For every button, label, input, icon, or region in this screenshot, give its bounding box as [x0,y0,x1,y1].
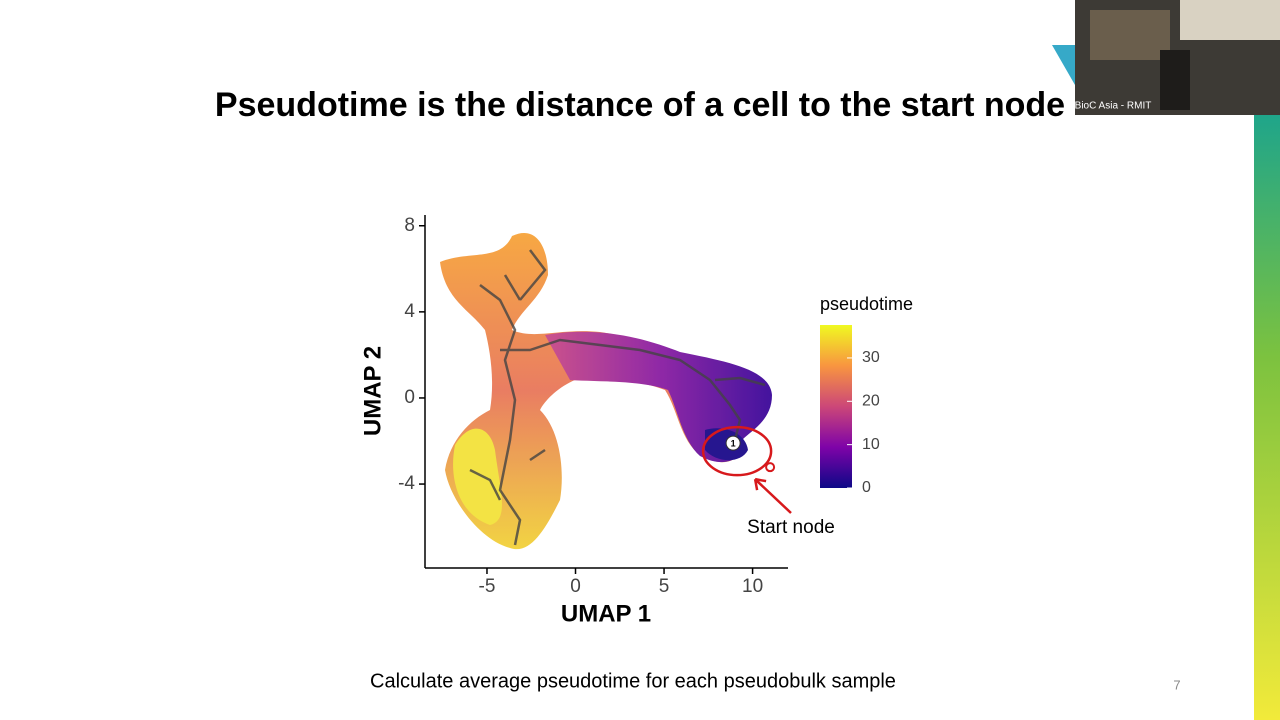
plot-axes [424,215,788,569]
cell-cloud [440,232,772,550]
start-node-highlight [701,425,773,477]
cursor-dot [765,462,776,473]
colorbar-tick-label: 30 [862,349,880,366]
x-tick-label: -5 [479,576,496,597]
y-tick-label: 0 [404,387,415,408]
y-axis-label: UMAP 2 [359,346,386,436]
colorbar-tick-label: 0 [862,479,871,496]
colorbar-title: pseudotime [820,294,913,314]
y-tick-label: -4 [398,473,415,494]
colorbar-tick-label: 20 [862,393,880,410]
colorbar [820,325,852,488]
annotation: Start node [747,517,835,538]
y-tick-label: 4 [404,301,415,322]
slide-title: Pseudotime is the distance of a cell to … [215,86,1065,124]
colorbar-tick-label: 10 [862,436,880,453]
page-number: 7 [1173,677,1180,692]
x-axis-label: UMAP 1 [561,600,651,627]
video-overlay: BioC Asia - RMIT [1075,0,1280,115]
slide-accent [1052,45,1075,85]
x-tick-label: 5 [659,576,670,597]
y-tick-label: 8 [404,215,415,236]
start-node-label: 1 [731,439,736,449]
overlay-label: BioC Asia - RMIT [1075,101,1152,112]
x-tick-label: 10 [742,576,763,597]
start-node [725,435,741,451]
slide-caption: Calculate average pseudotime for each ps… [370,670,896,692]
x-tick-label: 0 [570,576,581,597]
annotation-arrow [753,477,792,514]
slide-accent-strip [1254,115,1280,720]
